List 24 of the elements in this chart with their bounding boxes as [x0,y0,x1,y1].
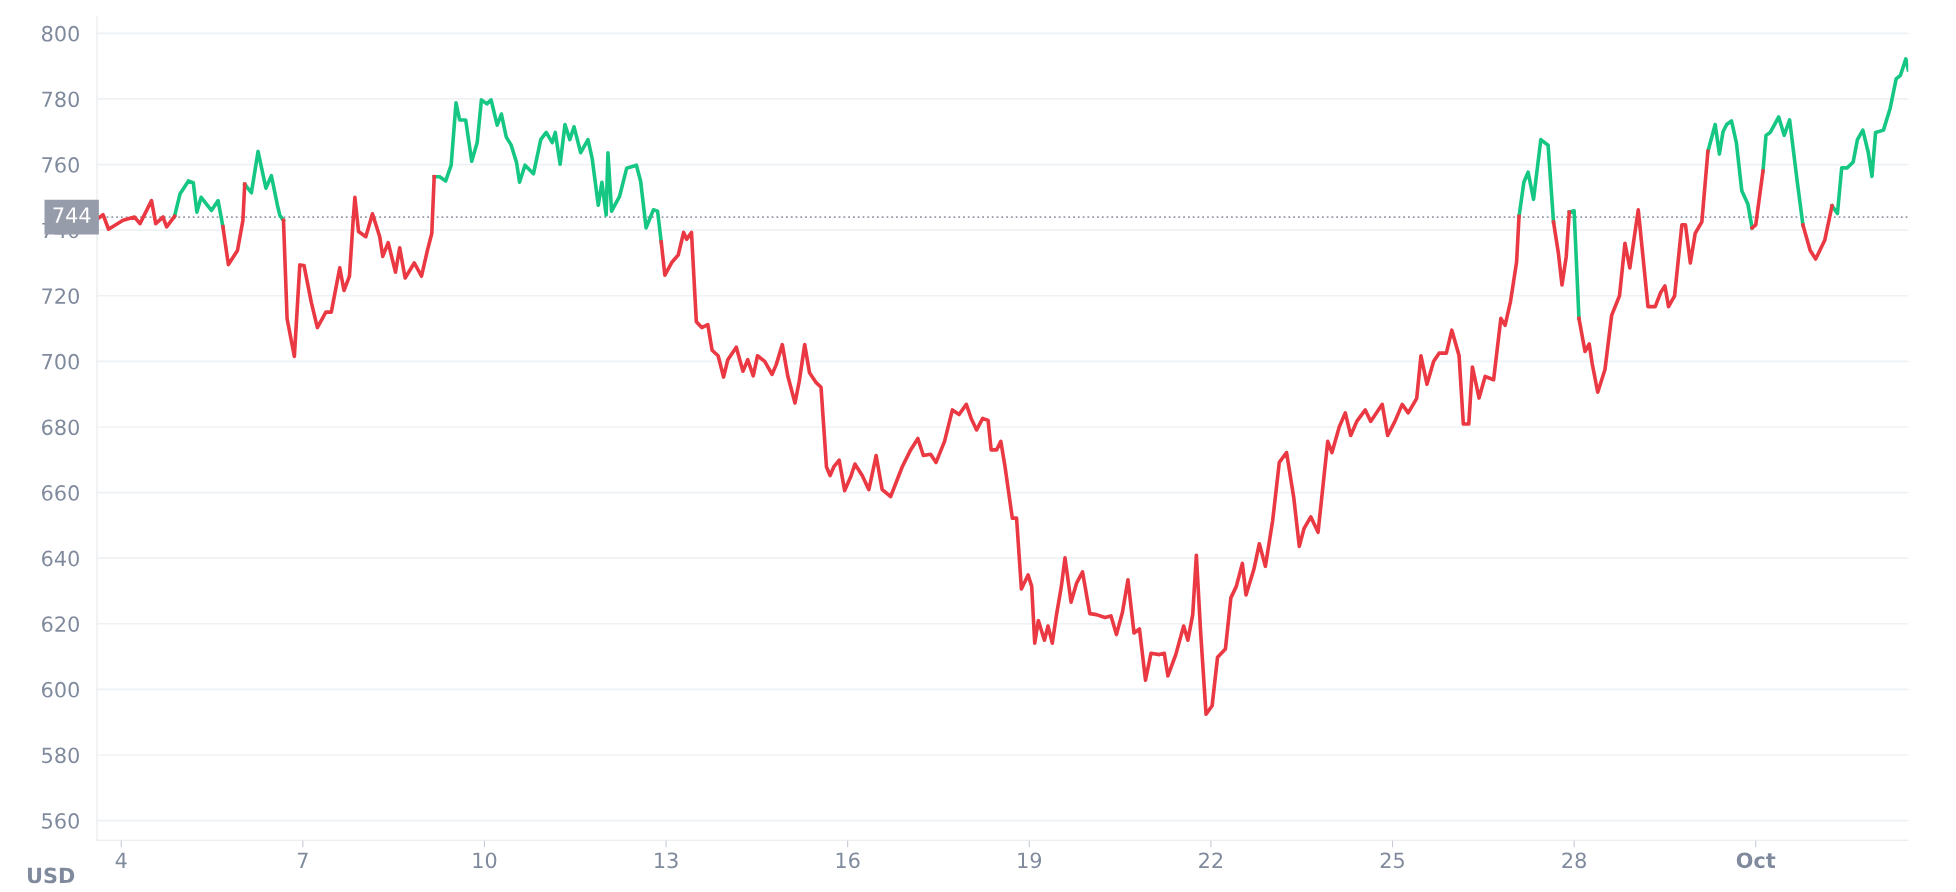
x-tick-label: 16 [836,852,860,869]
x-tick-label: 28 [1562,852,1586,869]
ref-line-label: 744 [53,207,91,223]
y-tick-label: 580 [42,747,79,764]
y-tick-label: 560 [42,813,79,829]
y-tick-label: 660 [42,485,79,501]
y-tick-label: 800 [42,25,79,42]
y-axis-title: USD [27,867,75,884]
x-tick-label: 4 [115,852,127,868]
y-tick-label: 700 [42,353,79,370]
x-tick-label: Oct [1736,852,1776,869]
y-tick-label: 640 [42,550,79,567]
x-tick-label: 10 [473,852,497,869]
x-tick-label: 13 [655,852,678,869]
y-tick-label: 600 [42,681,79,698]
y-tick-label: 620 [42,616,79,632]
x-tick-label: 22 [1199,852,1223,868]
y-tick-label: 720 [42,288,79,304]
x-tick-label: 19 [1018,852,1042,869]
y-tick-label: 760 [42,157,79,173]
y-tick-label: 680 [42,419,79,436]
y-tick-label: 780 [42,91,79,108]
x-tick-label: 25 [1380,852,1404,869]
x-tick-label: 7 [297,852,308,868]
